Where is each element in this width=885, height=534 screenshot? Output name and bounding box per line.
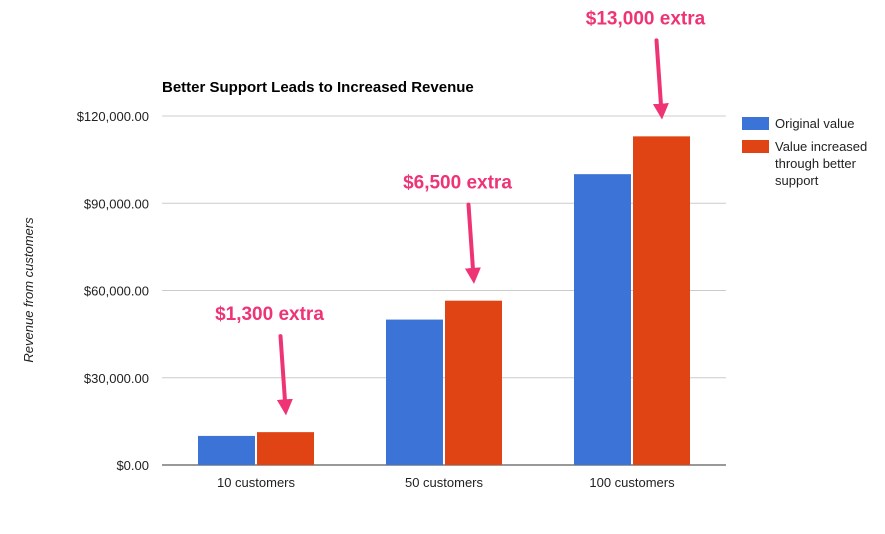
bars <box>198 136 690 465</box>
bar-increased-1 <box>257 432 314 465</box>
x-tick-label: 100 customers <box>589 475 675 490</box>
bar-original-3 <box>574 174 631 465</box>
annotation-arrow-1 <box>276 334 293 416</box>
bar-original-1 <box>198 435 255 465</box>
chart-title: Better Support Leads to Increased Revenu… <box>162 79 474 96</box>
bar-increased-2 <box>445 300 502 465</box>
legend-label-original: Original value <box>775 116 855 131</box>
bar-increased-3 <box>633 136 690 465</box>
legend-swatch-increased <box>742 140 769 153</box>
x-tick-label: 50 customers <box>405 475 484 490</box>
x-axis-ticks: 10 customers 50 customers 100 customers <box>217 475 675 490</box>
y-tick-label: $0.00 <box>116 458 149 473</box>
legend-label-increased-line-1: Value increased <box>775 139 867 154</box>
bar-original-2 <box>386 319 443 465</box>
legend-swatch-original <box>742 117 769 130</box>
annotation-arrow-2 <box>464 202 481 284</box>
y-axis-label: Revenue from customers <box>21 217 36 363</box>
annotation-label-3: $13,000 extra <box>586 8 706 29</box>
y-axis-ticks: $0.00 $30,000.00 $60,000.00 $90,000.00 $120,… <box>77 109 149 473</box>
y-tick-label: $120,000.00 <box>77 109 149 124</box>
x-tick-label: 10 customers <box>217 475 296 490</box>
legend-label-increased-line-2: through better <box>775 156 857 171</box>
y-tick-label: $60,000.00 <box>84 284 149 299</box>
y-tick-label: $30,000.00 <box>84 371 149 386</box>
legend-label-increased-line-3: support <box>775 173 819 188</box>
legend: Original value Value increased through b… <box>742 116 867 188</box>
gridlines <box>162 115 726 466</box>
y-tick-label: $90,000.00 <box>84 196 149 211</box>
annotation-label-1: $1,300 extra <box>215 304 324 325</box>
annotation-arrow-3 <box>652 38 669 120</box>
annotation-label-2: $6,500 extra <box>403 173 512 194</box>
annotations: $1,300 extra $6,500 extra $13,000 extra <box>215 8 706 416</box>
